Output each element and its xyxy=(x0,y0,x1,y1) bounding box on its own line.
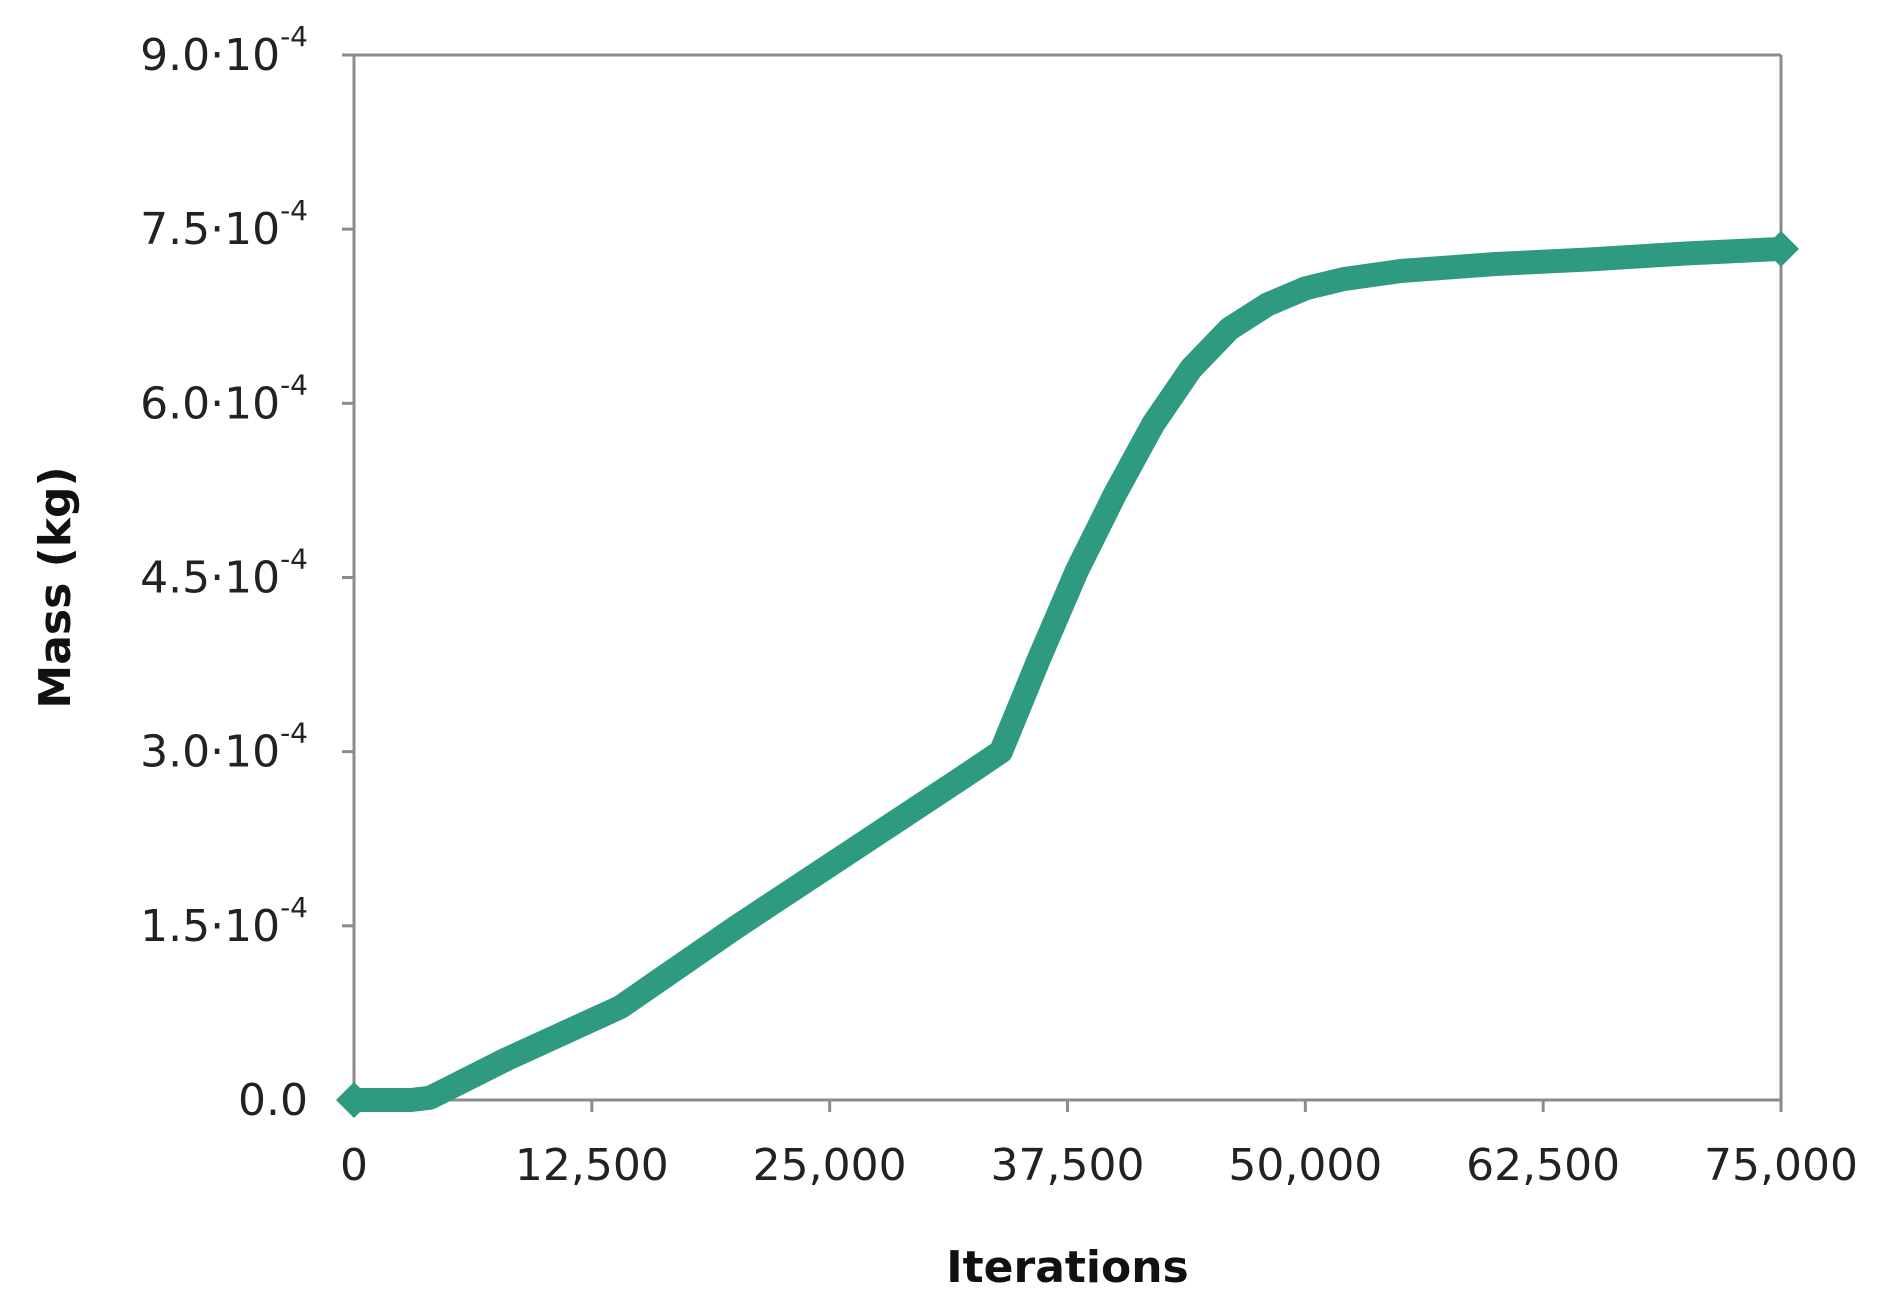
y-tick-mantissa: 3.0·10 xyxy=(140,727,280,778)
y-tick-label: 3.0·10-4 xyxy=(140,717,308,778)
y-axis: 0.01.5·10-43.0·10-44.5·10-46.0·10-47.5·1… xyxy=(140,20,354,1126)
x-axis-title: Iterations xyxy=(946,1242,1189,1293)
x-tick-label: 50,000 xyxy=(1228,1140,1382,1191)
series-layer xyxy=(336,230,1799,1118)
y-tick-exponent: -4 xyxy=(280,368,308,401)
y-tick-mantissa: 0.0 xyxy=(238,1075,308,1126)
y-tick-exponent: -4 xyxy=(280,891,308,924)
x-tick-label: 37,500 xyxy=(991,1140,1145,1191)
y-tick-mantissa: 4.5·10 xyxy=(140,553,280,604)
y-tick-exponent: -4 xyxy=(280,717,308,750)
y-tick-exponent: -4 xyxy=(280,20,308,53)
y-tick-mantissa: 9.0·10 xyxy=(140,30,280,81)
data-point-marker xyxy=(1763,230,1799,267)
series-line xyxy=(342,236,1793,1112)
x-tick-label: 25,000 xyxy=(753,1140,907,1191)
x-tick-label: 12,500 xyxy=(515,1140,669,1191)
y-tick-label: 0.0 xyxy=(238,1075,308,1126)
x-axis: 0 12,500 25,000 37,500 50,000 62,500 75,000 xyxy=(340,1100,1858,1191)
y-tick-label: 9.0·10-4 xyxy=(140,20,308,81)
y-tick-label: 4.5·10-4 xyxy=(140,543,308,604)
y-tick-mantissa: 1.5·10 xyxy=(140,901,280,952)
data-point-marker xyxy=(336,1082,372,1118)
x-tick-label: 0 xyxy=(340,1140,368,1191)
y-tick-label: 1.5·10-4 xyxy=(140,891,308,952)
y-tick-mantissa: 6.0·10 xyxy=(140,378,280,429)
y-tick-exponent: -4 xyxy=(280,543,308,576)
y-tick-exponent: -4 xyxy=(280,194,308,227)
y-tick-mantissa: 7.5·10 xyxy=(140,204,280,255)
y-tick-label: 7.5·10-4 xyxy=(140,194,308,255)
x-tick-label: 75,000 xyxy=(1704,1140,1858,1191)
y-tick-label: 6.0·10-4 xyxy=(140,368,308,429)
y-axis-title: Mass (kg) xyxy=(30,466,81,708)
x-tick-label: 62,500 xyxy=(1466,1140,1620,1191)
